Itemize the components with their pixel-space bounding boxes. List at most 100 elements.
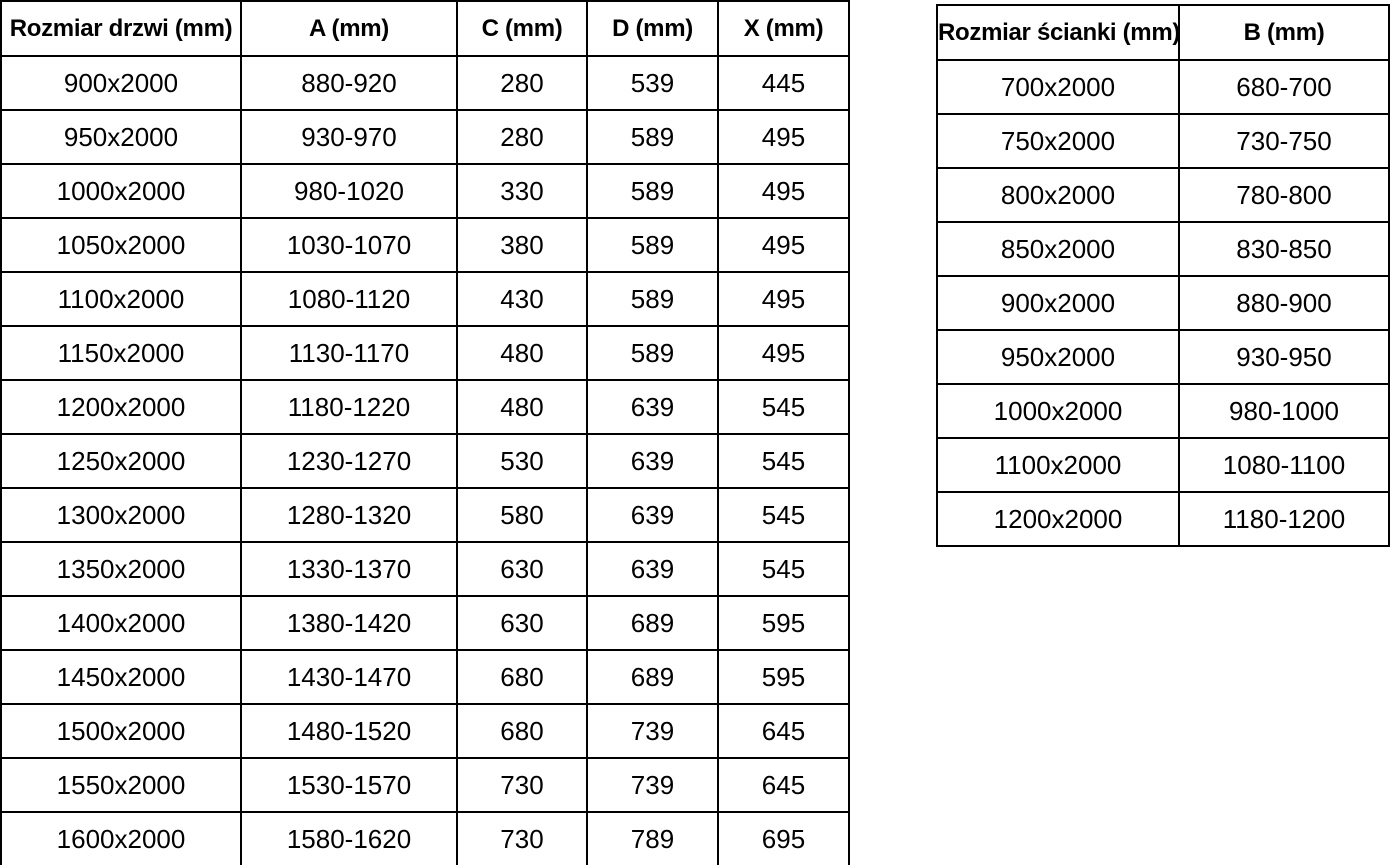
table-row: 1500x2000 1480-1520 680 739 645 [0,703,850,759]
table-cell: 695 [717,811,850,865]
table-cell: 800x2000 [936,167,1180,223]
table-cell: 595 [717,649,850,705]
table-cell: 680-700 [1178,59,1390,115]
table-cell: 900x2000 [936,275,1180,331]
walls-dimensions-table: Rozmiar ścianki (mm) B (mm) 700x2000 680-7… [936,4,1390,547]
table-cell: 480 [456,325,588,381]
column-header: X (mm) [717,0,850,57]
table-cell: 645 [717,703,850,759]
table-cell: 1200x2000 [936,491,1180,547]
walls-header-row: Rozmiar ścianki (mm) B (mm) [936,4,1390,61]
table-cell: 700x2000 [936,59,1180,115]
table-cell: 1350x2000 [0,541,242,597]
doors-dimensions-table: Rozmiar drzwi (mm) A (mm) C (mm) D (mm) X (m… [0,0,850,865]
table-row: 1200x2000 1180-1200 [936,491,1390,547]
table-cell: 1180-1200 [1178,491,1390,547]
table-cell: 589 [586,163,719,219]
table-cell: 645 [717,757,850,813]
table-cell: 1280-1320 [240,487,458,543]
table-cell: 445 [717,55,850,111]
table-cell: 789 [586,811,719,865]
table-cell: 1100x2000 [0,271,242,327]
table-cell: 880-900 [1178,275,1390,331]
table-cell: 589 [586,271,719,327]
table-cell: 639 [586,487,719,543]
table-row: 1300x2000 1280-1320 580 639 545 [0,487,850,543]
table-cell: 545 [717,433,850,489]
table-cell: 639 [586,541,719,597]
table-cell: 1550x2000 [0,757,242,813]
table-cell: 380 [456,217,588,273]
column-header: Rozmiar ścianki (mm) [936,4,1180,61]
table-row: 1200x2000 1180-1220 480 639 545 [0,379,850,435]
table-cell: 1450x2000 [0,649,242,705]
table-cell: 495 [717,325,850,381]
table-cell: 1430-1470 [240,649,458,705]
table-row: 900x2000 880-920 280 539 445 [0,55,850,111]
table-cell: 950x2000 [936,329,1180,385]
table-cell: 730 [456,811,588,865]
table-cell: 1580-1620 [240,811,458,865]
column-header: D (mm) [586,0,719,57]
table-cell: 900x2000 [0,55,242,111]
table-cell: 1030-1070 [240,217,458,273]
table-cell: 630 [456,595,588,651]
table-cell: 1480-1520 [240,703,458,759]
table-cell: 495 [717,109,850,165]
table-row: 950x2000 930-950 [936,329,1390,385]
table-cell: 480 [456,379,588,435]
table-row: 700x2000 680-700 [936,59,1390,115]
table-cell: 880-920 [240,55,458,111]
table-row: 1250x2000 1230-1270 530 639 545 [0,433,850,489]
table-row: 800x2000 780-800 [936,167,1390,223]
table-cell: 545 [717,379,850,435]
table-cell: 589 [586,109,719,165]
column-header: C (mm) [456,0,588,57]
table-cell: 495 [717,271,850,327]
table-cell: 1180-1220 [240,379,458,435]
table-cell: 1100x2000 [936,437,1180,493]
table-cell: 1080-1100 [1178,437,1390,493]
table-cell: 850x2000 [936,221,1180,277]
table-row: 950x2000 930-970 280 589 495 [0,109,850,165]
table-cell: 495 [717,163,850,219]
table-cell: 680 [456,703,588,759]
table-cell: 830-850 [1178,221,1390,277]
table-cell: 280 [456,109,588,165]
table-cell: 1000x2000 [936,383,1180,439]
doors-header-row: Rozmiar drzwi (mm) A (mm) C (mm) D (mm) X (m… [0,0,850,57]
table-cell: 589 [586,325,719,381]
table-cell: 430 [456,271,588,327]
table-cell: 530 [456,433,588,489]
column-header: A (mm) [240,0,458,57]
table-row: 1550x2000 1530-1570 730 739 645 [0,757,850,813]
table-row: 900x2000 880-900 [936,275,1390,331]
table-cell: 280 [456,55,588,111]
column-header: B (mm) [1178,4,1390,61]
table-cell: 980-1020 [240,163,458,219]
table-cell: 1080-1120 [240,271,458,327]
table-cell: 689 [586,649,719,705]
table-cell: 1600x2000 [0,811,242,865]
table-cell: 689 [586,595,719,651]
column-header: Rozmiar drzwi (mm) [0,0,242,57]
table-cell: 1150x2000 [0,325,242,381]
table-row: 1000x2000 980-1000 [936,383,1390,439]
table-cell: 1230-1270 [240,433,458,489]
table-cell: 980-1000 [1178,383,1390,439]
table-row: 1050x2000 1030-1070 380 589 495 [0,217,850,273]
table-cell: 630 [456,541,588,597]
table-row: 850x2000 830-850 [936,221,1390,277]
table-cell: 639 [586,379,719,435]
table-cell: 539 [586,55,719,111]
table-cell: 1380-1420 [240,595,458,651]
table-row: 1150x2000 1130-1170 480 589 495 [0,325,850,381]
table-cell: 1400x2000 [0,595,242,651]
table-cell: 1000x2000 [0,163,242,219]
table-cell: 930-950 [1178,329,1390,385]
table-cell: 780-800 [1178,167,1390,223]
table-cell: 930-970 [240,109,458,165]
table-cell: 1130-1170 [240,325,458,381]
table-cell: 1200x2000 [0,379,242,435]
